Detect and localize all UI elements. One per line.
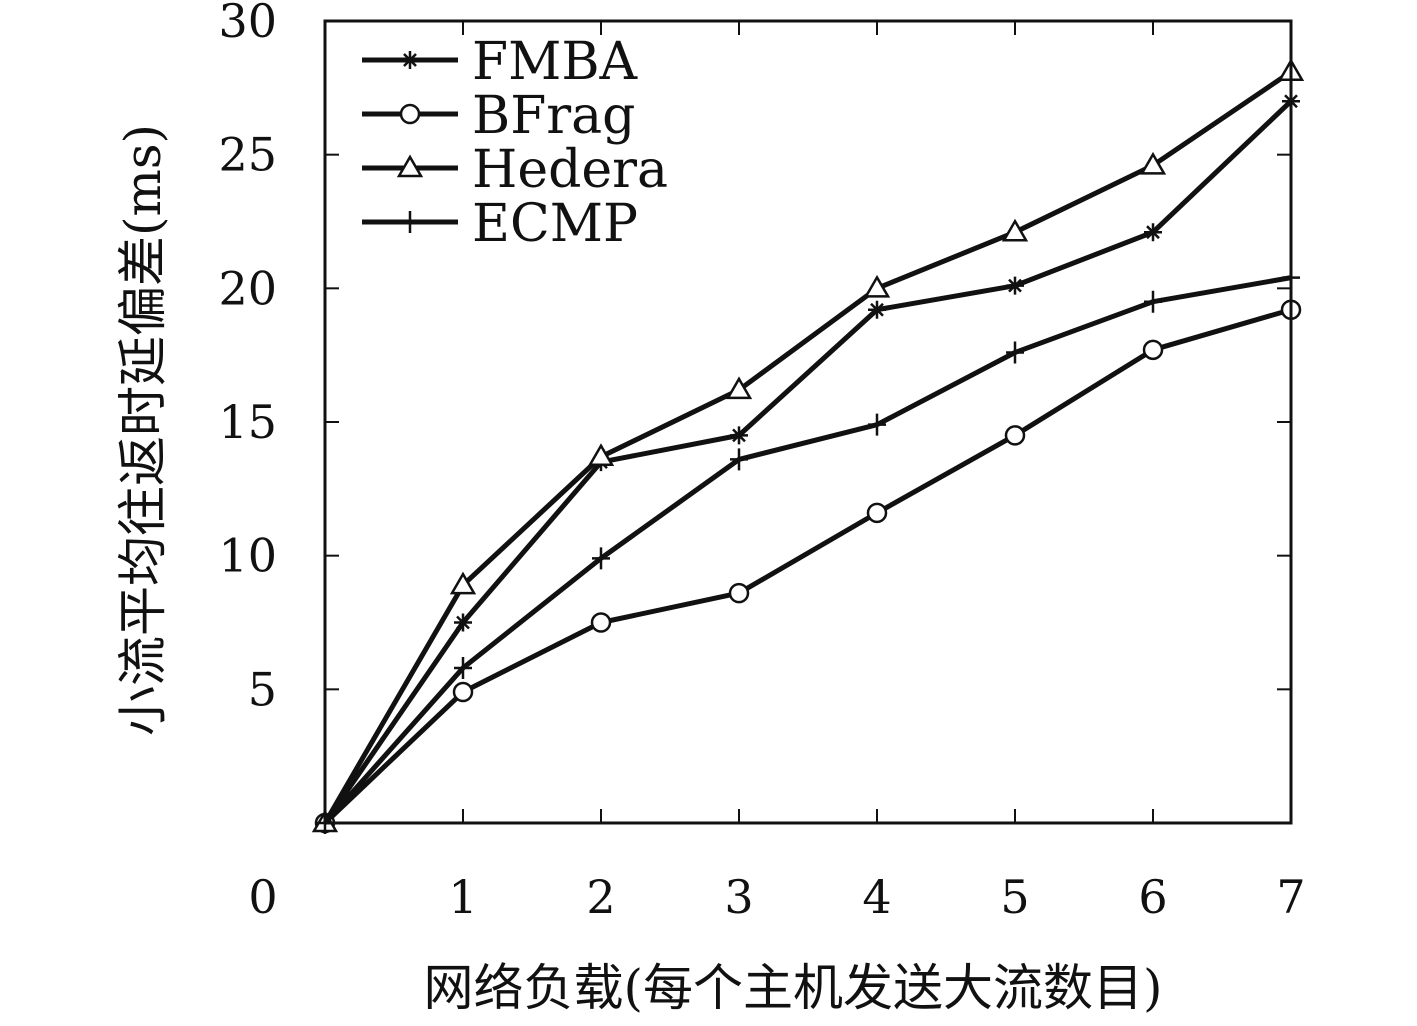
data-point-circle	[866, 502, 888, 524]
data-point-circle	[1142, 339, 1164, 361]
x-axis-ticks: 1 2 3 4 5 6 7	[448, 21, 1306, 924]
data-point-triangle	[863, 274, 891, 298]
y-axis-title: 小流平均往返时延偏差(ms)	[114, 124, 172, 736]
data-point-triangle	[1139, 151, 1167, 175]
plot-area-frame	[323, 19, 1293, 825]
data-point-circle	[1004, 425, 1026, 446]
series-bfrag	[314, 299, 1302, 834]
data-point-triangle	[396, 154, 424, 178]
x-tick-label: 7	[1276, 870, 1305, 924]
legend-label: Hedera	[472, 140, 668, 200]
y-tick-label: 25	[218, 128, 277, 182]
data-point-star	[401, 51, 419, 69]
x-axis-title: 网络负载(每个主机发送大流数目)	[423, 959, 1162, 1017]
data-point-circle	[452, 681, 474, 703]
series-fmba	[316, 92, 1300, 832]
data-point-plus	[1006, 341, 1024, 364]
legend-entry: Hedera	[362, 140, 668, 200]
data-point-plus	[868, 413, 886, 436]
legend-entry: FMBA	[362, 32, 639, 92]
legend-label: FMBA	[472, 32, 639, 92]
x-tick-label: 4	[862, 870, 891, 924]
legend-label: ECMP	[472, 194, 638, 254]
data-point-triangle	[725, 376, 753, 400]
data-point-star	[1144, 223, 1162, 242]
data-point-star	[868, 300, 886, 319]
data-point-star	[454, 613, 472, 632]
data-point-circle	[590, 612, 612, 633]
x-tick-label: 5	[1000, 870, 1029, 924]
origin-tick-label: 0	[248, 870, 277, 924]
y-tick-label: 15	[218, 395, 277, 449]
data-point-plus	[401, 211, 419, 233]
series-line	[323, 275, 1292, 825]
x-tick-label: 1	[448, 870, 477, 924]
series-hedera	[311, 58, 1305, 833]
data-point-plus	[1144, 290, 1162, 313]
y-tick-label: 10	[218, 529, 277, 583]
data-point-star	[730, 426, 748, 445]
data-point-plus	[454, 656, 472, 679]
data-point-plus	[730, 448, 748, 471]
data-point-star	[1006, 276, 1024, 295]
legend-label: BFrag	[472, 86, 635, 146]
series-line	[322, 99, 1293, 825]
y-tick-label: 20	[218, 261, 277, 315]
legend-entry: ECMP	[362, 194, 638, 254]
data-series	[311, 58, 1305, 834]
data-point-triangle	[1001, 218, 1029, 242]
y-axis-ticks: 5 10 15 20 25 30	[218, 0, 1291, 716]
data-point-triangle	[449, 571, 477, 595]
x-tick-label: 6	[1138, 870, 1167, 924]
series-line	[323, 307, 1292, 825]
series-line	[322, 69, 1293, 825]
y-tick-label: 5	[248, 662, 277, 716]
data-point-circle	[728, 582, 750, 604]
data-point-circle	[399, 103, 421, 125]
data-point-plus	[592, 547, 610, 570]
y-tick-label: 30	[218, 0, 277, 48]
x-tick-label: 2	[586, 870, 615, 924]
data-point-triangle	[587, 443, 615, 467]
x-tick-label: 3	[724, 870, 753, 924]
legend-entry: BFrag	[362, 86, 635, 146]
